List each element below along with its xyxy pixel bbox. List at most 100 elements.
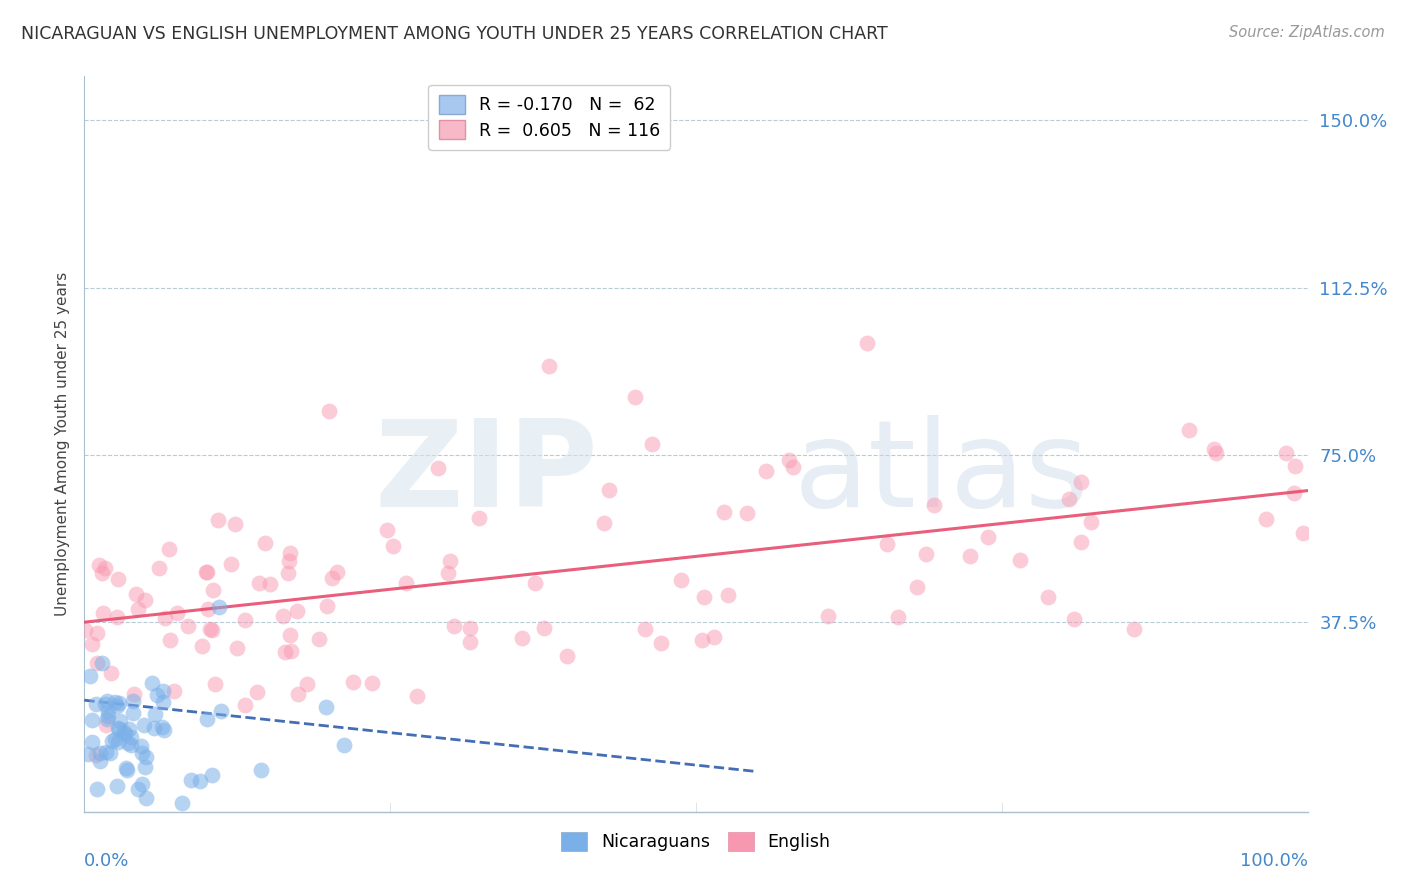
Point bbox=[118, 722, 141, 736]
Point bbox=[197, 601, 219, 615]
Point bbox=[458, 634, 481, 648]
Point bbox=[224, 516, 246, 531]
Point bbox=[120, 738, 142, 752]
Point bbox=[332, 738, 354, 752]
Point bbox=[297, 677, 319, 691]
Point bbox=[1122, 623, 1144, 637]
Point bbox=[141, 675, 163, 690]
Point bbox=[1205, 446, 1227, 460]
Point bbox=[114, 727, 136, 741]
Point bbox=[127, 601, 149, 615]
Point bbox=[439, 554, 461, 568]
Point bbox=[533, 621, 555, 635]
Point bbox=[254, 536, 277, 550]
Point bbox=[634, 622, 657, 636]
Point bbox=[195, 565, 218, 579]
Point bbox=[87, 558, 110, 572]
Point bbox=[115, 761, 138, 775]
Point bbox=[1010, 552, 1032, 566]
Point bbox=[107, 735, 129, 749]
Point bbox=[641, 437, 664, 451]
Point bbox=[976, 530, 998, 544]
Point bbox=[1070, 475, 1092, 490]
Point bbox=[135, 750, 157, 764]
Point bbox=[90, 566, 112, 581]
Point bbox=[100, 666, 122, 681]
Point bbox=[80, 637, 103, 651]
Point bbox=[274, 645, 297, 659]
Point bbox=[157, 541, 180, 556]
Point bbox=[98, 746, 121, 760]
Point bbox=[315, 599, 337, 613]
Point bbox=[77, 747, 100, 761]
Point bbox=[172, 796, 194, 810]
Point bbox=[177, 619, 200, 633]
Point bbox=[782, 460, 804, 475]
Point bbox=[277, 566, 299, 580]
Point bbox=[159, 633, 181, 648]
Point bbox=[915, 547, 938, 561]
Point bbox=[278, 627, 301, 641]
Point bbox=[285, 604, 308, 618]
Point bbox=[86, 781, 108, 796]
Point bbox=[125, 586, 148, 600]
Point bbox=[101, 734, 124, 748]
Point bbox=[1284, 486, 1306, 500]
Point bbox=[105, 779, 128, 793]
Point bbox=[117, 736, 139, 750]
Point bbox=[150, 720, 173, 734]
Point bbox=[207, 513, 229, 527]
Point bbox=[1254, 511, 1277, 525]
Point bbox=[208, 599, 231, 614]
Point bbox=[394, 576, 416, 591]
Point bbox=[96, 718, 118, 732]
Point bbox=[131, 777, 153, 791]
Point bbox=[443, 619, 465, 633]
Point bbox=[108, 696, 131, 710]
Point bbox=[1178, 423, 1201, 437]
Y-axis label: Unemployment Among Youth under 25 years: Unemployment Among Youth under 25 years bbox=[55, 272, 70, 615]
Point bbox=[121, 694, 143, 708]
Point bbox=[405, 689, 427, 703]
Point bbox=[89, 746, 111, 760]
Point bbox=[115, 764, 138, 778]
Point bbox=[209, 704, 232, 718]
Point bbox=[426, 460, 449, 475]
Point bbox=[271, 609, 294, 624]
Point bbox=[437, 566, 460, 580]
Point bbox=[194, 566, 217, 580]
Point bbox=[669, 573, 692, 587]
Point bbox=[134, 593, 156, 607]
Point bbox=[287, 687, 309, 701]
Point bbox=[381, 539, 404, 553]
Point bbox=[91, 656, 114, 670]
Point bbox=[1274, 446, 1296, 460]
Legend: Nicaraguans, English: Nicaraguans, English bbox=[554, 825, 838, 858]
Point bbox=[876, 537, 898, 551]
Point bbox=[1284, 458, 1306, 473]
Point bbox=[737, 506, 759, 520]
Point bbox=[122, 687, 145, 701]
Point bbox=[197, 712, 219, 726]
Point bbox=[166, 606, 188, 620]
Point bbox=[555, 649, 578, 664]
Point bbox=[226, 641, 249, 656]
Point bbox=[717, 588, 740, 602]
Point bbox=[94, 697, 117, 711]
Point bbox=[107, 572, 129, 586]
Point bbox=[321, 571, 343, 585]
Point bbox=[127, 781, 149, 796]
Point bbox=[107, 722, 129, 736]
Point bbox=[105, 609, 128, 624]
Point bbox=[342, 674, 364, 689]
Point bbox=[959, 549, 981, 563]
Point bbox=[152, 684, 174, 698]
Point bbox=[887, 610, 910, 624]
Point bbox=[817, 609, 839, 624]
Point bbox=[79, 669, 101, 683]
Point bbox=[693, 590, 716, 604]
Point bbox=[105, 699, 128, 714]
Point bbox=[146, 689, 169, 703]
Point bbox=[84, 698, 107, 712]
Point bbox=[593, 516, 616, 531]
